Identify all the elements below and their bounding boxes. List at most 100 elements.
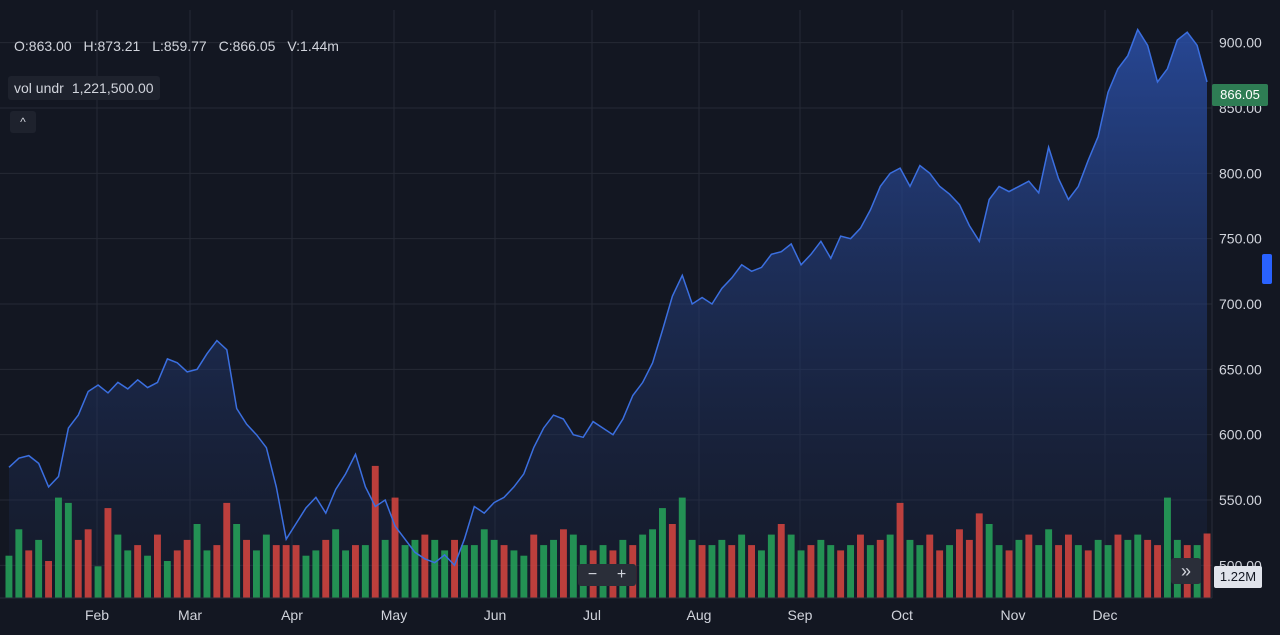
volume-bar-65 xyxy=(649,529,656,598)
volume-bar-30 xyxy=(302,555,310,598)
volume-bar-49 xyxy=(490,539,498,598)
volume-legend-label: vol undr xyxy=(14,80,64,96)
zoom-in-button[interactable]: + xyxy=(616,566,627,583)
volume-bar-11 xyxy=(114,534,122,598)
zoom-controls: − + xyxy=(578,564,636,586)
time-tick-label: Sep xyxy=(788,607,813,623)
volume-bar-0 xyxy=(5,555,13,598)
volume-bar-70 xyxy=(698,545,706,598)
volume-bar-1 xyxy=(15,529,23,598)
volume-bar-40 xyxy=(401,545,409,598)
volume-bar-88 xyxy=(876,539,884,598)
ohlc-legend: O:863.00 H:873.21 L:859.77 C:866.05 V:1.… xyxy=(14,38,347,54)
volume-bar-93 xyxy=(926,534,934,598)
volume-bar-101 xyxy=(1005,550,1013,598)
volume-bar-47 xyxy=(470,545,478,598)
time-tick-label: Oct xyxy=(891,607,913,623)
volume-bar-117 xyxy=(1164,497,1171,598)
volume-bar-67 xyxy=(668,524,676,598)
last-price-label: 866.05 xyxy=(1212,84,1268,106)
volume-bar-113 xyxy=(1124,539,1132,598)
volume-bar-34 xyxy=(342,550,349,598)
volume-bar-55 xyxy=(550,539,557,598)
last-volume-label: 1.22M xyxy=(1214,566,1262,588)
volume-bar-92 xyxy=(916,545,924,598)
volume-bar-26 xyxy=(262,534,270,598)
volume-bar-73 xyxy=(728,545,736,598)
volume-bar-95 xyxy=(946,545,953,598)
volume-bar-15 xyxy=(154,534,161,598)
legend-close: C:866.05 xyxy=(218,38,276,54)
volume-bar-87 xyxy=(866,545,874,598)
volume-bar-52 xyxy=(520,555,528,598)
price-line xyxy=(8,27,1208,567)
volume-bar-43 xyxy=(431,539,439,598)
volume-bar-75 xyxy=(748,545,755,598)
volume-bar-98 xyxy=(975,513,983,598)
volume-bar-31 xyxy=(312,550,320,598)
volume-bar-35 xyxy=(352,545,359,598)
volume-bar-3 xyxy=(35,539,43,598)
scroll-to-realtime-button[interactable]: » xyxy=(1171,558,1201,584)
side-panel-handle[interactable] xyxy=(1262,254,1272,284)
volume-bar-74 xyxy=(738,534,746,598)
price-tick-label: 550.00 xyxy=(1219,492,1262,508)
volume-bar-33 xyxy=(332,529,340,598)
volume-bar-68 xyxy=(678,497,686,598)
collapse-legend-button[interactable]: ^ xyxy=(10,111,36,133)
volume-bar-104 xyxy=(1035,545,1043,598)
volume-bar-96 xyxy=(956,529,963,598)
volume-bar-14 xyxy=(144,555,151,598)
volume-bar-76 xyxy=(758,550,765,598)
time-axis[interactable]: Feb Mar Apr May Jun Jul Aug Sep Oct Nov Dec xyxy=(85,607,1118,623)
volume-bar-18 xyxy=(183,539,191,598)
volume-bar-86 xyxy=(857,534,864,598)
volume-bar-103 xyxy=(1025,534,1033,598)
volume-bar-89 xyxy=(886,534,894,598)
volume-bar-90 xyxy=(896,502,904,598)
volume-bar-91 xyxy=(906,539,914,598)
volume-bar-108 xyxy=(1074,545,1082,598)
volume-bar-12 xyxy=(124,550,132,598)
volume-bar-44 xyxy=(441,550,449,598)
time-tick-label: Aug xyxy=(687,607,712,623)
volume-bar-111 xyxy=(1104,545,1112,598)
volume-bar-56 xyxy=(560,529,567,598)
volume-bar-2 xyxy=(25,550,33,598)
volume-bar-79 xyxy=(787,534,795,598)
volume-bar-24 xyxy=(243,539,250,598)
price-tick-label: 650.00 xyxy=(1219,361,1262,377)
volume-bar-112 xyxy=(1114,534,1122,598)
volume-bar-10 xyxy=(104,508,112,598)
zoom-out-button[interactable]: − xyxy=(587,566,598,583)
time-tick-label: Feb xyxy=(85,607,109,623)
volume-bar-38 xyxy=(381,539,389,598)
legend-high: H:873.21 xyxy=(83,38,141,54)
volume-bar-17 xyxy=(173,550,181,598)
volume-bar-99 xyxy=(985,524,993,598)
legend-low: L:859.77 xyxy=(152,38,207,54)
volume-bar-64 xyxy=(639,534,647,598)
volume-bar-21 xyxy=(213,545,221,598)
volume-bar-39 xyxy=(391,497,399,598)
volume-bar-27 xyxy=(272,545,280,598)
price-tick-label: 900.00 xyxy=(1219,35,1262,51)
volume-bar-42 xyxy=(421,534,429,598)
volume-bar-100 xyxy=(995,545,1003,598)
volume-bar-7 xyxy=(74,539,82,598)
time-tick-label: Dec xyxy=(1093,607,1118,623)
price-area-fill xyxy=(8,29,1208,599)
volume-bar-51 xyxy=(510,550,518,598)
volume-bar-22 xyxy=(223,502,231,598)
volume-bar-105 xyxy=(1045,529,1053,598)
volume-legend[interactable]: vol undr 1,221,500.00 xyxy=(8,76,160,100)
price-axis[interactable]: 500.00550.00600.00650.00700.00750.00800.… xyxy=(1219,35,1262,574)
volume-legend-value: 1,221,500.00 xyxy=(71,80,154,96)
volume-bar-4 xyxy=(45,561,52,598)
volume-bar-82 xyxy=(817,539,825,598)
volume-bar-97 xyxy=(965,539,973,598)
volume-bar-69 xyxy=(688,539,696,598)
volume-bar-77 xyxy=(767,534,775,598)
volume-bar-25 xyxy=(253,550,260,598)
